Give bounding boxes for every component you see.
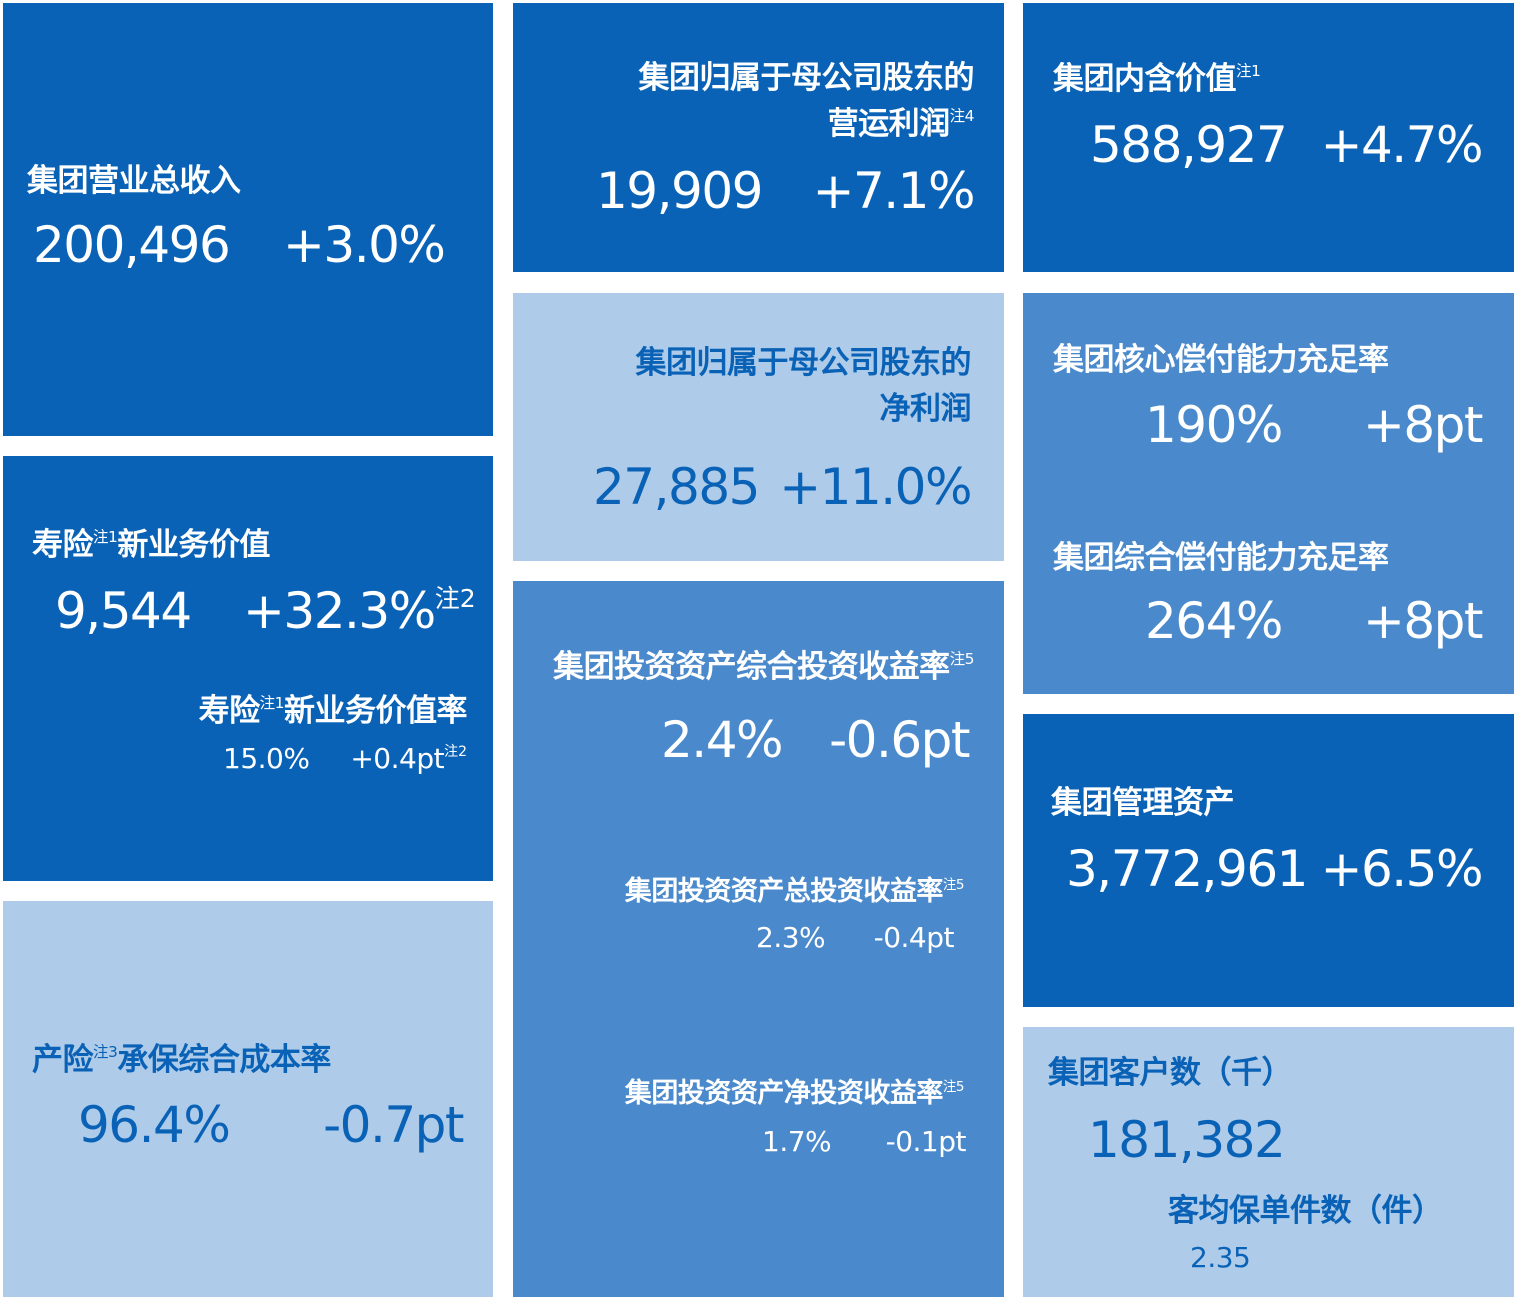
net-profit-value: 27,885 [593, 458, 760, 516]
combined-ratio-change: -0.7pt [323, 1096, 464, 1154]
aum-value: 3,772,961 [1066, 840, 1308, 898]
nbv-label: 寿险注1新业务价值 [32, 527, 270, 563]
note-marker: 注1 [93, 527, 118, 546]
comprehensive-solvency-label: 集团综合偿付能力充足率 [1053, 540, 1389, 576]
customers-label: 集团客户数（千） [1048, 1055, 1293, 1091]
customers-value: 181,382 [1088, 1111, 1286, 1169]
tile-net-profit: 集团归属于母公司股东的 净利润 27,885 +11.0% [513, 293, 1004, 561]
tile-customers: 集团客户数（千） 181,382 客均保单件数（件） 2.35 [1023, 1027, 1514, 1297]
aum-label: 集团管理资产 [1051, 785, 1235, 821]
comprehensive-solvency-value: 264% [1145, 592, 1283, 650]
embedded-value-label: 集团内含价值注1 [1053, 61, 1261, 97]
comprehensive-yield-value: 2.4% [661, 711, 784, 769]
nbv-margin-change: +0.4pt注2 [350, 742, 467, 775]
operating-profit-label-line2: 营运利润注4 [827, 106, 975, 142]
comprehensive-solvency-change: +8pt [1362, 592, 1484, 650]
note-marker: 注1 [1236, 61, 1261, 80]
net-yield-value: 1.7% [762, 1125, 832, 1158]
nbv-change: +32.3%注2 [243, 582, 476, 640]
note-marker: 注5 [949, 649, 975, 668]
net-yield-change: -0.1pt [885, 1125, 967, 1158]
nbv-value: 9,544 [55, 582, 192, 640]
nbv-margin-value: 15.0% [223, 742, 310, 775]
operating-profit-label-line1: 集团归属于母公司股东的 [638, 60, 975, 96]
tile-investment-yield: 集团投资资产综合投资收益率注5 2.4% -0.6pt 集团投资资产总投资收益率… [513, 581, 1004, 1297]
embedded-value-change: +4.7% [1320, 116, 1484, 174]
combined-ratio-label: 产险注3承保综合成本率 [32, 1042, 331, 1078]
tile-operating-profit: 集团归属于母公司股东的 营运利润注4 19,909 +7.1% [513, 3, 1004, 272]
operating-profit-change: +7.1% [812, 162, 976, 220]
note-marker: 注5 [942, 1078, 965, 1095]
total-yield-label: 集团投资资产总投资收益率注5 [624, 876, 965, 907]
net-profit-change: +11.0% [779, 458, 972, 516]
comprehensive-yield-change: -0.6pt [829, 711, 970, 769]
note-marker: 注2 [444, 744, 467, 761]
tile-solvency: 集团核心偿付能力充足率 190% +8pt 集团综合偿付能力充足率 264% +… [1023, 293, 1514, 694]
note-marker: 注1 [259, 693, 285, 712]
aum-change: +6.5% [1320, 840, 1484, 898]
tile-combined-ratio: 产险注3承保综合成本率 96.4% -0.7pt [3, 901, 493, 1297]
net-profit-label-line2: 净利润 [879, 391, 972, 427]
nbv-margin-label: 寿险注1新业务价值率 [198, 693, 468, 729]
net-profit-label-line1: 集团归属于母公司股东的 [635, 345, 972, 381]
total-yield-value: 2.3% [756, 921, 826, 954]
note-marker: 注3 [93, 1042, 118, 1061]
policies-per-customer-value: 2.35 [1190, 1241, 1251, 1274]
tile-group-revenue: 集团营业总收入 200,496 +3.0% [3, 3, 493, 436]
comprehensive-yield-label: 集团投资资产综合投资收益率注5 [553, 649, 975, 685]
policies-per-customer-label: 客均保单件数（件） [1168, 1193, 1443, 1229]
note-marker: 注5 [942, 876, 965, 893]
operating-profit-value: 19,909 [596, 162, 763, 220]
note-marker: 注4 [949, 106, 975, 125]
tile-embedded-value: 集团内含价值注1 588,927 +4.7% [1023, 3, 1514, 272]
tile-new-business-value: 寿险注1新业务价值 9,544 +32.3%注2 寿险注1新业务价值率 15.0… [3, 456, 493, 881]
note-marker: 注2 [434, 583, 476, 613]
revenue-label: 集团营业总收入 [27, 163, 241, 199]
revenue-change: +3.0% [283, 216, 446, 274]
combined-ratio-value: 96.4% [78, 1096, 231, 1154]
revenue-value: 200,496 [33, 216, 231, 274]
core-solvency-change: +8pt [1362, 396, 1484, 454]
core-solvency-value: 190% [1145, 396, 1283, 454]
embedded-value-value: 588,927 [1090, 116, 1288, 174]
total-yield-change: -0.4pt [873, 921, 955, 954]
net-yield-label: 集团投资资产净投资收益率注5 [624, 1078, 965, 1109]
core-solvency-label: 集团核心偿付能力充足率 [1053, 342, 1389, 378]
tile-assets-under-management: 集团管理资产 3,772,961 +6.5% [1023, 714, 1514, 1007]
